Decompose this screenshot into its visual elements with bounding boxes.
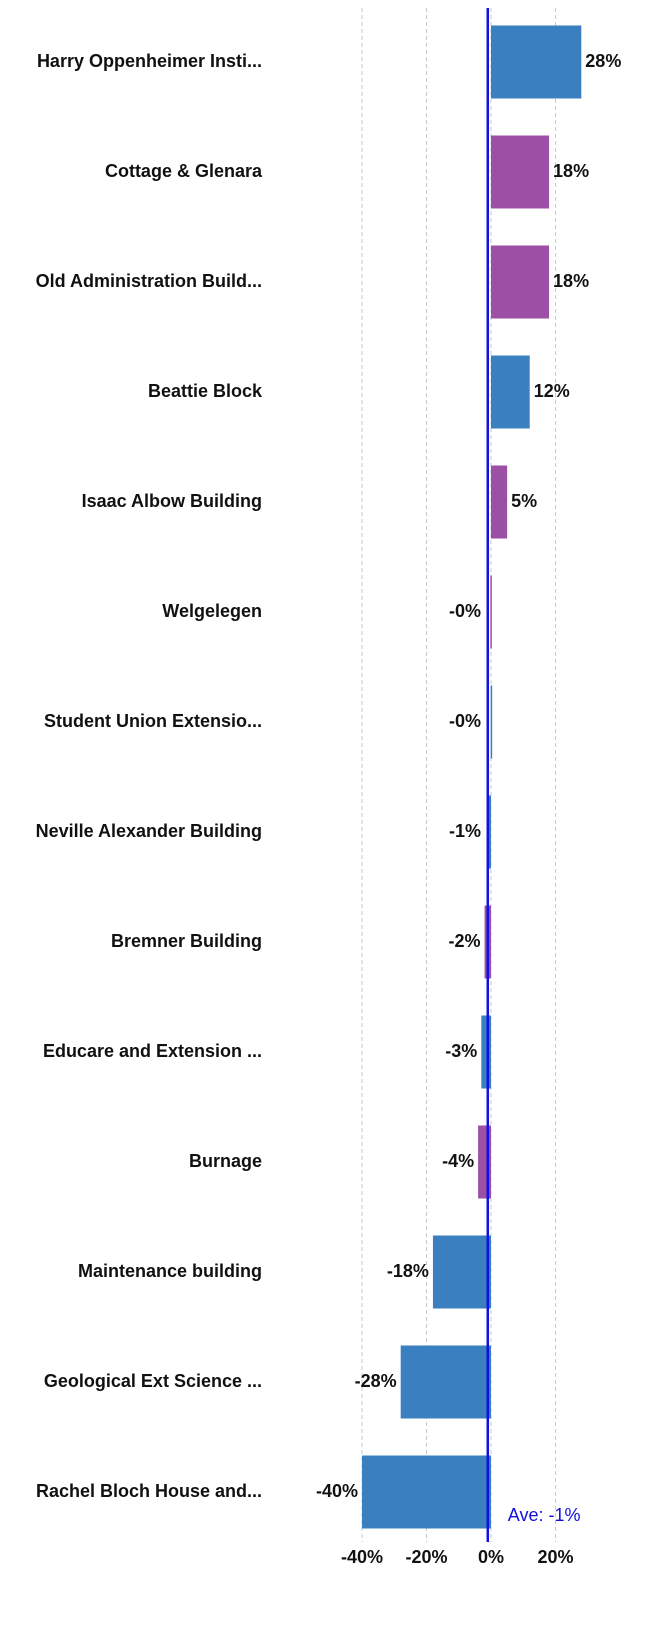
category-label: Neville Alexander Building <box>36 821 262 841</box>
value-label: -1% <box>449 821 481 841</box>
bar <box>400 1345 491 1419</box>
bar <box>487 795 491 869</box>
category-label: Educare and Extension ... <box>43 1041 262 1061</box>
value-label: 18% <box>553 161 589 181</box>
x-tick-label: 20% <box>537 1547 573 1567</box>
value-label: 28% <box>585 51 621 71</box>
average-label: Ave: -1% <box>508 1505 581 1525</box>
value-label: -3% <box>445 1041 477 1061</box>
value-label: -2% <box>449 931 481 951</box>
category-label: Burnage <box>189 1151 262 1171</box>
bar <box>491 25 582 99</box>
bar <box>491 135 550 209</box>
value-label: 5% <box>511 491 537 511</box>
category-label: Student Union Extensio... <box>44 711 262 731</box>
bar <box>491 465 508 539</box>
value-label: -0% <box>449 601 481 621</box>
category-label: Beattie Block <box>148 381 263 401</box>
bar <box>490 685 493 759</box>
category-label: Bremner Building <box>111 931 262 951</box>
value-label: -40% <box>316 1481 358 1501</box>
bar <box>478 1125 491 1199</box>
x-tick-label: -40% <box>341 1547 383 1567</box>
category-label: Isaac Albow Building <box>82 491 262 511</box>
category-label: Geological Ext Science ... <box>44 1371 262 1391</box>
bar <box>362 1455 491 1529</box>
value-label: 18% <box>553 271 589 291</box>
x-tick-label: 0% <box>478 1547 504 1567</box>
x-tick-label: -20% <box>405 1547 447 1567</box>
bar <box>490 575 492 649</box>
value-label: -18% <box>387 1261 429 1281</box>
category-label: Old Administration Build... <box>36 271 262 291</box>
category-label: Cottage & Glenara <box>105 161 263 181</box>
category-label: Harry Oppenheimer Insti... <box>37 51 262 71</box>
bar <box>481 1015 491 1089</box>
bar <box>491 355 530 429</box>
value-label: -4% <box>442 1151 474 1171</box>
value-label: 12% <box>534 381 570 401</box>
category-label: Maintenance building <box>78 1261 262 1281</box>
value-label: -28% <box>355 1371 397 1391</box>
category-label: Rachel Bloch House and... <box>36 1481 262 1501</box>
value-label: -0% <box>449 711 481 731</box>
bar <box>432 1235 491 1309</box>
bar <box>491 245 550 319</box>
category-label: Welgelegen <box>162 601 262 621</box>
